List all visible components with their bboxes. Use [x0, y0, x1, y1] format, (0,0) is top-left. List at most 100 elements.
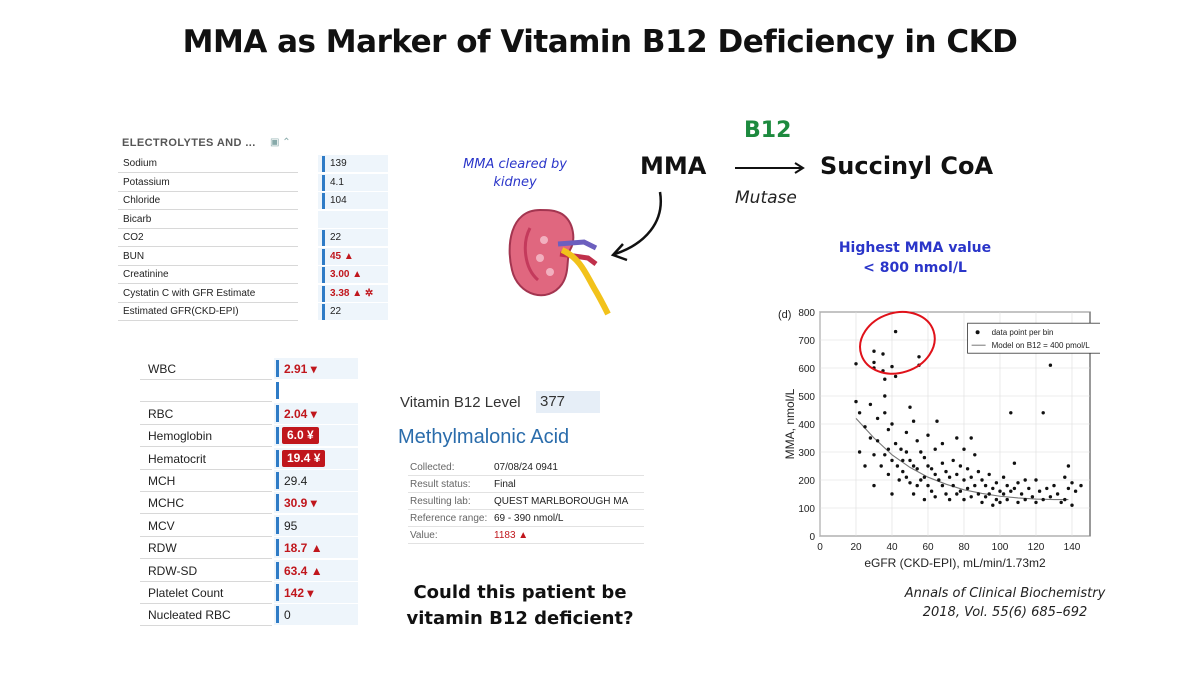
- electrolyte-name: Potassium: [123, 176, 170, 188]
- value-marker: [276, 472, 279, 489]
- value-marker: [276, 360, 279, 377]
- panel-expand-icon[interactable]: ▣ ⌃: [270, 137, 291, 148]
- row-divider: [140, 625, 272, 627]
- data-point: [890, 492, 894, 496]
- data-point: [940, 483, 945, 488]
- data-point: [962, 447, 966, 451]
- x-tick-label: 140: [1064, 542, 1081, 553]
- legend-entry: data point per bin: [992, 328, 1054, 337]
- y-tick-label: 800: [798, 308, 815, 319]
- data-point: [991, 503, 995, 507]
- row-divider: [140, 423, 272, 425]
- mutase-label: Mutase: [735, 188, 797, 208]
- row-divider: [140, 535, 272, 537]
- mma-egfr-scatter-chart: 0 100 200 300 400 500 600 700 800 0 20 40 60 80 100 120…: [778, 308, 1100, 570]
- value-cell: [274, 559, 358, 581]
- data-point: [904, 430, 909, 435]
- cbc-value: 2.04 ▾: [284, 406, 317, 421]
- electrolyte-row: Sodium 139: [118, 155, 390, 173]
- electrolyte-name: Bicarb: [123, 213, 152, 225]
- data-point: [872, 483, 876, 488]
- cbc-name: RDW-SD: [148, 563, 198, 578]
- data-point: [951, 458, 955, 463]
- row-divider: [140, 379, 272, 380]
- cbc-name: Hematocrit: [148, 451, 207, 466]
- data-point: [933, 447, 937, 451]
- data-point: [940, 441, 945, 446]
- data-point: [1009, 489, 1013, 493]
- data-point: [987, 492, 991, 496]
- electrolyte-row: Potassium 4.1: [118, 173, 390, 192]
- cbc-value: 2.91 ▾: [284, 362, 317, 376]
- data-point: [1059, 500, 1063, 505]
- row-divider: [408, 475, 644, 476]
- data-point: [994, 497, 999, 502]
- page-title: MMA as Marker of Vitamin B12 Deficiency …: [182, 24, 1018, 60]
- value-cell: [274, 582, 358, 603]
- electrolyte-name: Creatinine: [123, 269, 169, 280]
- data-point: [1034, 500, 1038, 505]
- data-point: [944, 492, 948, 496]
- data-point: [886, 427, 891, 432]
- data-point: [886, 447, 891, 451]
- data-point: [863, 464, 867, 468]
- row-divider: [118, 283, 298, 284]
- cbc-value: 30.9 ▾: [284, 496, 317, 511]
- data-point: [1009, 411, 1013, 415]
- data-point: [940, 461, 945, 465]
- data-point: [908, 405, 912, 409]
- mma-label: MMA: [640, 152, 707, 180]
- data-point: [983, 483, 988, 488]
- y-tick-label: 500: [798, 392, 815, 403]
- data-point: [872, 360, 876, 365]
- row-divider: [140, 513, 272, 515]
- detail-value: Final: [494, 479, 516, 490]
- value-marker: [276, 606, 279, 624]
- data-point: [1016, 500, 1020, 505]
- data-point: [863, 425, 867, 429]
- value-cell: [274, 604, 358, 626]
- row-divider: [408, 543, 644, 544]
- value-marker: [276, 427, 279, 445]
- detail-value: 69 - 390 nmol/L: [494, 513, 564, 524]
- data-point: [893, 374, 898, 379]
- value-marker: [276, 404, 279, 422]
- data-point: [1037, 489, 1042, 493]
- value-marker: [322, 156, 325, 172]
- data-point: [895, 464, 900, 468]
- data-point: [969, 436, 973, 440]
- y-tick-label: 600: [798, 364, 815, 375]
- clearance-arrow: [610, 191, 663, 262]
- value-marker: [276, 449, 279, 467]
- data-point: [904, 475, 909, 479]
- electrolyte-value: 45 ▲: [330, 250, 354, 262]
- row-divider: [118, 190, 298, 192]
- row-divider: [118, 227, 298, 229]
- data-point: [1052, 483, 1056, 488]
- value-marker: [322, 174, 325, 191]
- data-point: [890, 422, 894, 426]
- data-point: [1073, 489, 1078, 493]
- row-divider: [140, 603, 272, 604]
- succinyl-coa-label: Succinyl CoA: [820, 152, 994, 180]
- data-point: [1016, 481, 1020, 485]
- value-cell: [318, 155, 388, 172]
- b12-cofactor-label: B12: [744, 118, 792, 143]
- row-divider: [118, 246, 298, 247]
- cbc-name: RDW: [148, 541, 177, 556]
- cbc-row: MCV 95: [140, 514, 358, 537]
- value-marker: [276, 516, 279, 534]
- value-cell: [318, 229, 388, 246]
- data-point: [911, 464, 916, 468]
- cbc-name: MCH: [148, 474, 176, 488]
- data-point: [875, 416, 880, 421]
- data-point: [973, 453, 977, 457]
- citation: Annals of Clinical Biochemistry 2018, Vo…: [880, 584, 1130, 622]
- value-cell: [318, 303, 388, 320]
- data-point: [965, 486, 970, 491]
- data-point: [1041, 411, 1045, 415]
- data-point: [929, 489, 934, 493]
- data-point: [955, 436, 959, 440]
- value-marker: [276, 584, 279, 601]
- y-tick-label: 100: [798, 504, 815, 515]
